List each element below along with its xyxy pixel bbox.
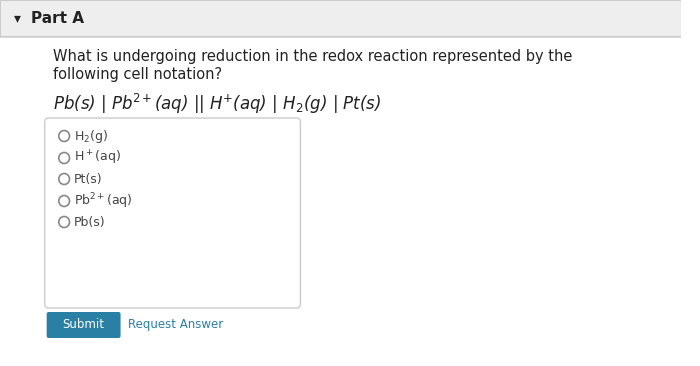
Text: Part A: Part A [31, 11, 84, 26]
Circle shape [59, 195, 69, 206]
Text: ▾: ▾ [14, 11, 21, 25]
FancyBboxPatch shape [0, 36, 680, 366]
FancyBboxPatch shape [45, 118, 300, 308]
Circle shape [59, 217, 69, 228]
Text: following cell notation?: following cell notation? [53, 67, 223, 82]
Text: H$^+$(aq): H$^+$(aq) [74, 149, 121, 167]
Text: Pb(s) | Pb$^{2+}$(aq) || H$^{+}$(aq) | H$_2$(g) | Pt(s): Pb(s) | Pb$^{2+}$(aq) || H$^{+}$(aq) | H… [53, 92, 382, 116]
Text: Request Answer: Request Answer [128, 318, 223, 331]
FancyBboxPatch shape [0, 0, 680, 36]
Text: What is undergoing reduction in the redox reaction represented by the: What is undergoing reduction in the redo… [53, 49, 573, 63]
Text: Pt(s): Pt(s) [74, 172, 102, 186]
Circle shape [59, 131, 69, 142]
Text: Submit: Submit [62, 318, 104, 331]
Text: H$_2$(g): H$_2$(g) [74, 127, 108, 145]
Text: Pb(s): Pb(s) [74, 216, 106, 228]
FancyBboxPatch shape [47, 312, 120, 338]
Circle shape [59, 173, 69, 184]
Text: Pb$^{2+}$(aq): Pb$^{2+}$(aq) [74, 191, 132, 211]
Circle shape [59, 153, 69, 164]
